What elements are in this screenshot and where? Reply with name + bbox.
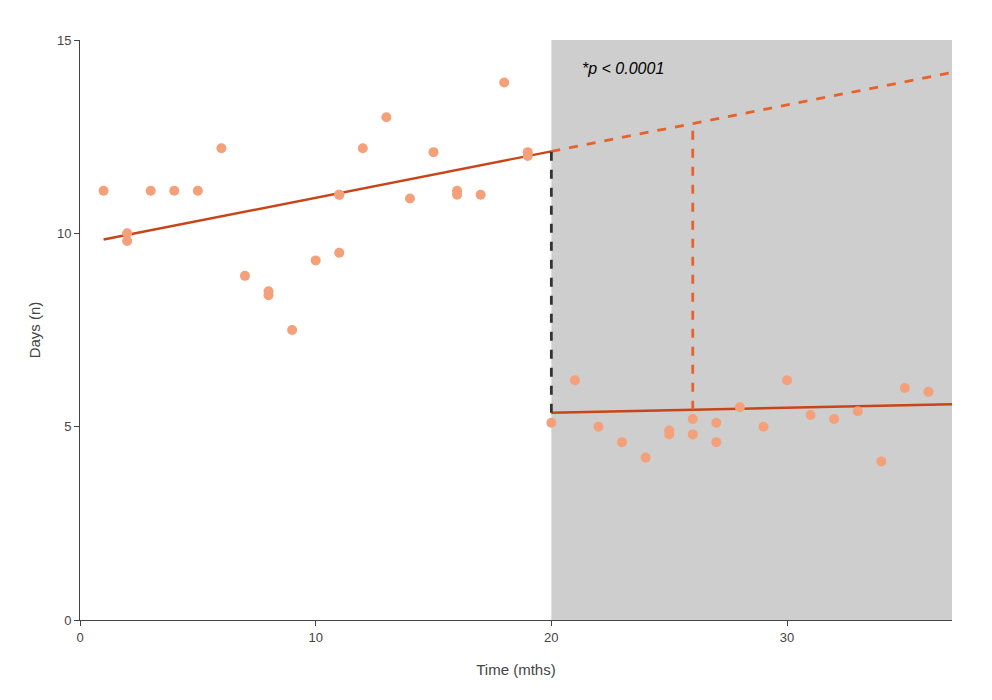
svg-text:0: 0 xyxy=(64,613,71,628)
svg-text:Days (n): Days (n) xyxy=(26,302,43,359)
svg-text:10: 10 xyxy=(308,630,322,645)
svg-text:Time (mths): Time (mths) xyxy=(476,661,555,678)
svg-text:5: 5 xyxy=(64,419,71,434)
svg-text:20: 20 xyxy=(544,630,558,645)
svg-text:15: 15 xyxy=(57,33,71,48)
svg-text:*p < 0.0001: *p < 0.0001 xyxy=(582,60,664,77)
svg-text:10: 10 xyxy=(57,226,71,241)
svg-text:0: 0 xyxy=(76,630,83,645)
svg-text:30: 30 xyxy=(780,630,794,645)
